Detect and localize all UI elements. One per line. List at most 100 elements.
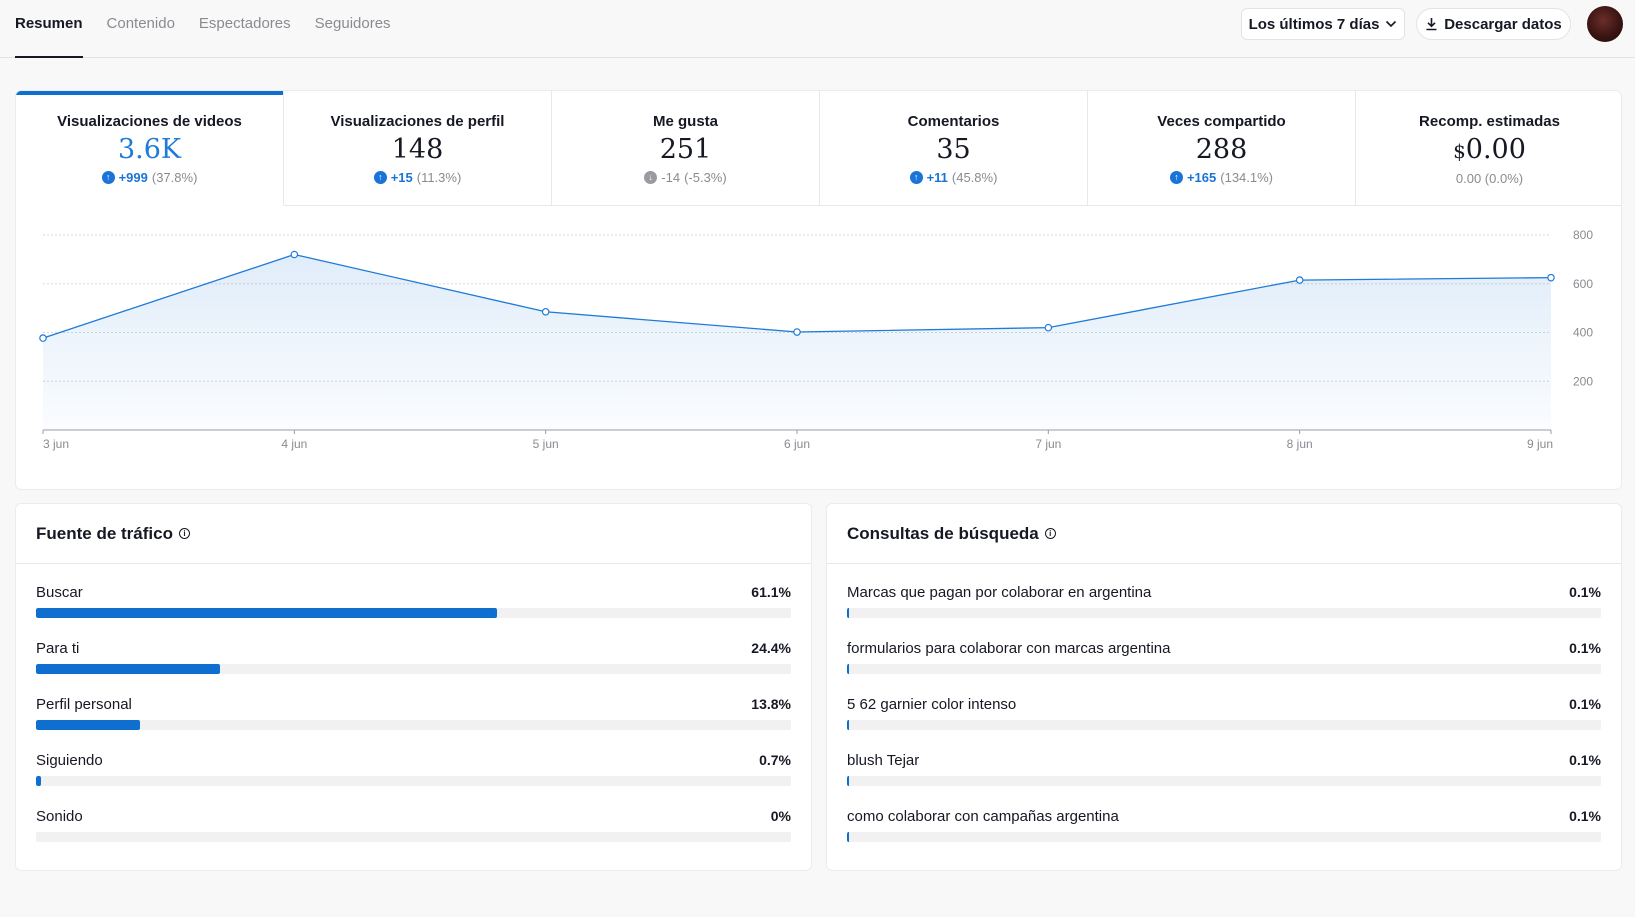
metric-value: 288: [1195, 134, 1248, 165]
metric-label: Visualizaciones de perfil: [330, 113, 505, 130]
metric-estimated-rewards[interactable]: Recomp. estimadas $0.00 0.00 (0.0%): [1356, 91, 1621, 206]
y-tick-label: 600: [1573, 277, 1593, 291]
data-point[interactable]: [541, 307, 550, 316]
data-point[interactable]: [1547, 273, 1555, 282]
progress-track: [847, 608, 1601, 618]
tab-espectadores[interactable]: Espectadores: [198, 15, 291, 32]
arrow-up-icon: ↑: [1169, 171, 1183, 184]
card-title: Fuente de tráfico: [36, 523, 173, 543]
data-point[interactable]: [39, 334, 47, 342]
progress-track: [36, 832, 791, 842]
search-query-percentage: 0.1%: [1569, 752, 1601, 768]
metric-delta: +11: [926, 170, 948, 185]
traffic-source-row: Sonido 0%: [36, 806, 791, 862]
metric-delta: +999: [118, 170, 148, 185]
search-list: Marcas que pagan por colaborar en argent…: [827, 564, 1621, 862]
card-header: Consultas de búsqueda i: [827, 504, 1621, 564]
chevron-down-icon: [1386, 20, 1397, 28]
download-icon: [1426, 18, 1437, 31]
metric-likes[interactable]: Me gusta 251 ↓ -14 (-5.3%): [552, 91, 820, 206]
progress-fill: [36, 608, 498, 618]
search-query-label: 5 62 garnier color intenso: [847, 696, 1017, 713]
x-tick-label: 6 jun: [784, 437, 810, 451]
traffic-source-percentage: 0%: [770, 808, 791, 824]
search-queries-card: Consultas de búsqueda i Marcas que pagan…: [826, 503, 1622, 871]
metric-pct: (-5.3%): [684, 170, 727, 185]
tab-contenido[interactable]: Contenido: [106, 15, 175, 32]
metric-delta: +165: [1186, 170, 1217, 185]
search-query-row: formularios para colaborar con marcas ar…: [847, 638, 1601, 694]
download-label: Descargar datos: [1444, 15, 1562, 33]
search-query-row: blush Tejar 0.1%: [847, 750, 1601, 806]
progress-fill: [847, 608, 849, 618]
data-point[interactable]: [290, 250, 299, 259]
arrow-up-icon: ↑: [101, 171, 115, 184]
metric-pct: (11.3%): [416, 170, 462, 185]
metric-change: ↑ +15 (11.3%): [284, 170, 551, 185]
traffic-list: Buscar 61.1% Para ti 24.4% Perfil personal 13…: [16, 564, 811, 862]
info-icon[interactable]: i: [1044, 528, 1056, 539]
traffic-source-card: Fuente de tráfico i Buscar 61.1% Para ti 24…: [15, 503, 812, 871]
traffic-source-label: Para ti: [36, 640, 80, 657]
metric-value: 251: [659, 134, 712, 165]
top-nav: Resumen Contenido Espectadores Seguidore…: [0, 0, 1635, 58]
progress-fill: [847, 720, 849, 730]
traffic-source-label: Siguiendo: [36, 752, 103, 769]
progress-fill: [847, 776, 849, 786]
metric-label: Visualizaciones de videos: [57, 113, 242, 130]
y-tick-label: 200: [1573, 374, 1593, 388]
progress-track: [36, 776, 791, 786]
tab-bar: Resumen Contenido Espectadores Seguidore…: [15, 0, 415, 58]
arrow-down-icon: ↓: [644, 171, 658, 184]
metric-video-views[interactable]: Visualizaciones de videos 3.6K ↑ +999 (3…: [16, 91, 284, 206]
search-query-row: como colaborar con campañas argentina 0.1…: [847, 806, 1601, 862]
metric-shares[interactable]: Veces compartido 288 ↑ +165 (134.1%): [1088, 91, 1356, 206]
metric-label: Recomp. estimadas: [1419, 113, 1560, 130]
x-tick-label: 3 jun: [43, 437, 69, 451]
search-query-row: 5 62 garnier color intenso 0.1%: [847, 694, 1601, 750]
traffic-source-percentage: 24.4%: [751, 640, 791, 656]
arrow-up-icon: ↑: [373, 171, 387, 184]
search-query-label: Marcas que pagan por colaborar en argent…: [847, 584, 1152, 601]
metric-delta: -14: [661, 170, 681, 185]
area-fill: [43, 254, 1551, 430]
metric-value: 148: [391, 134, 444, 165]
metric-change: ↓ -14 (-5.3%): [552, 170, 819, 185]
tab-seguidores[interactable]: Seguidores: [314, 15, 391, 32]
download-data-button[interactable]: Descargar datos: [1416, 8, 1571, 40]
x-tick-label: 7 jun: [1035, 437, 1061, 451]
metric-profile-views[interactable]: Visualizaciones de perfil 148 ↑ +15 (11.…: [284, 91, 552, 206]
traffic-source-row: Siguiendo 0.7%: [36, 750, 791, 806]
info-icon[interactable]: i: [178, 528, 190, 539]
progress-track: [36, 720, 791, 730]
metric-value: 35: [936, 134, 971, 165]
metric-label: Comentarios: [907, 113, 1000, 130]
metric-label: Veces compartido: [1157, 113, 1286, 130]
search-query-percentage: 0.1%: [1569, 696, 1601, 712]
metric-comments[interactable]: Comentarios 35 ↑ +11 (45.8%): [820, 91, 1088, 206]
traffic-source-percentage: 0.7%: [759, 752, 791, 768]
date-range-dropdown[interactable]: Los últimos 7 días: [1241, 8, 1405, 40]
y-tick-label: 800: [1573, 228, 1593, 242]
traffic-source-label: Buscar: [36, 584, 83, 601]
data-point[interactable]: [1295, 276, 1304, 284]
traffic-source-percentage: 13.8%: [751, 696, 791, 712]
traffic-source-row: Para ti 24.4%: [36, 638, 791, 694]
data-point[interactable]: [1044, 323, 1053, 332]
metric-amount: 0.00: [1465, 134, 1526, 165]
search-query-percentage: 0.1%: [1569, 640, 1601, 656]
progress-track: [847, 720, 1601, 730]
data-point[interactable]: [793, 328, 801, 336]
metric-change: ↑ +11 (45.8%): [820, 170, 1087, 185]
card-title: Consultas de búsqueda: [847, 523, 1039, 543]
metric-pct: (37.8%): [151, 170, 198, 185]
tab-resumen[interactable]: Resumen: [15, 0, 83, 58]
progress-track: [847, 664, 1601, 674]
traffic-source-row: Perfil personal 13.8%: [36, 694, 791, 750]
traffic-source-percentage: 61.1%: [751, 584, 791, 600]
search-query-label: formularios para colaborar con marcas ar…: [847, 640, 1171, 657]
metric-pct: (45.8%): [951, 170, 998, 185]
metric-pct: 0.00 (0.0%): [1455, 171, 1524, 186]
avatar[interactable]: [1587, 6, 1623, 42]
search-query-label: blush Tejar: [847, 752, 920, 769]
